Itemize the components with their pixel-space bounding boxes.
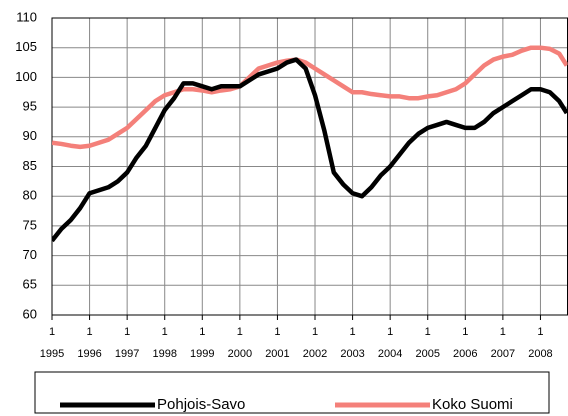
x-tick-label: 2006 [453, 348, 477, 360]
x-tick-label: 2003 [340, 348, 364, 360]
x-tick-label: 1997 [115, 348, 139, 360]
x-tick-label: 1998 [152, 348, 176, 360]
x-tick-quarter: 1 [312, 326, 318, 338]
x-tick-label: 2007 [491, 348, 515, 360]
x-tick-quarter: 1 [387, 326, 393, 338]
y-tick-label: 95 [23, 99, 37, 114]
x-tick-quarter: 1 [425, 326, 431, 338]
x-tick-quarter: 1 [87, 326, 93, 338]
x-tick-label: 1996 [77, 348, 101, 360]
y-tick-label: 110 [16, 9, 37, 24]
legend-box [34, 371, 550, 414]
x-tick-quarter: 1 [237, 326, 243, 338]
y-tick-label: 100 [15, 69, 37, 84]
y-tick-label: 60 [23, 306, 37, 321]
x-tick-quarter: 1 [350, 326, 356, 338]
data-line [52, 57, 568, 243]
x-tick-quarter: 1 [274, 326, 280, 338]
x-tick-label: 2000 [228, 348, 252, 360]
x-tick-quarter: 1 [462, 326, 468, 338]
data-line [52, 45, 568, 150]
x-tick-quarter: 1 [162, 326, 168, 338]
x-tick-quarter: 1 [500, 326, 506, 338]
y-tick-label: 105 [15, 39, 37, 54]
x-tick-label: 2002 [303, 348, 327, 360]
x-tick-label: 2008 [528, 348, 552, 360]
x-tick-label: 2001 [265, 348, 289, 360]
legend-label: Koko Suomi [432, 396, 513, 413]
x-tick-label: 1995 [40, 348, 64, 360]
y-tick-label: 90 [23, 128, 37, 143]
x-tick-quarter: 1 [199, 326, 205, 338]
y-tick-label: 80 [23, 188, 37, 203]
legend-label: Pohjois-Savo [157, 396, 245, 413]
y-tick-label: 65 [23, 277, 37, 292]
x-tick-quarter: 1 [49, 326, 55, 338]
x-tick-quarter: 1 [537, 326, 543, 338]
y-tick-label: 85 [23, 158, 37, 173]
x-tick-label: 2004 [378, 348, 402, 360]
y-tick-label: 70 [23, 247, 37, 262]
x-tick-quarter: 1 [124, 326, 130, 338]
x-tick-label: 2005 [415, 348, 439, 360]
y-tick-label: 75 [23, 217, 37, 232]
x-tick-label: 1999 [190, 348, 214, 360]
